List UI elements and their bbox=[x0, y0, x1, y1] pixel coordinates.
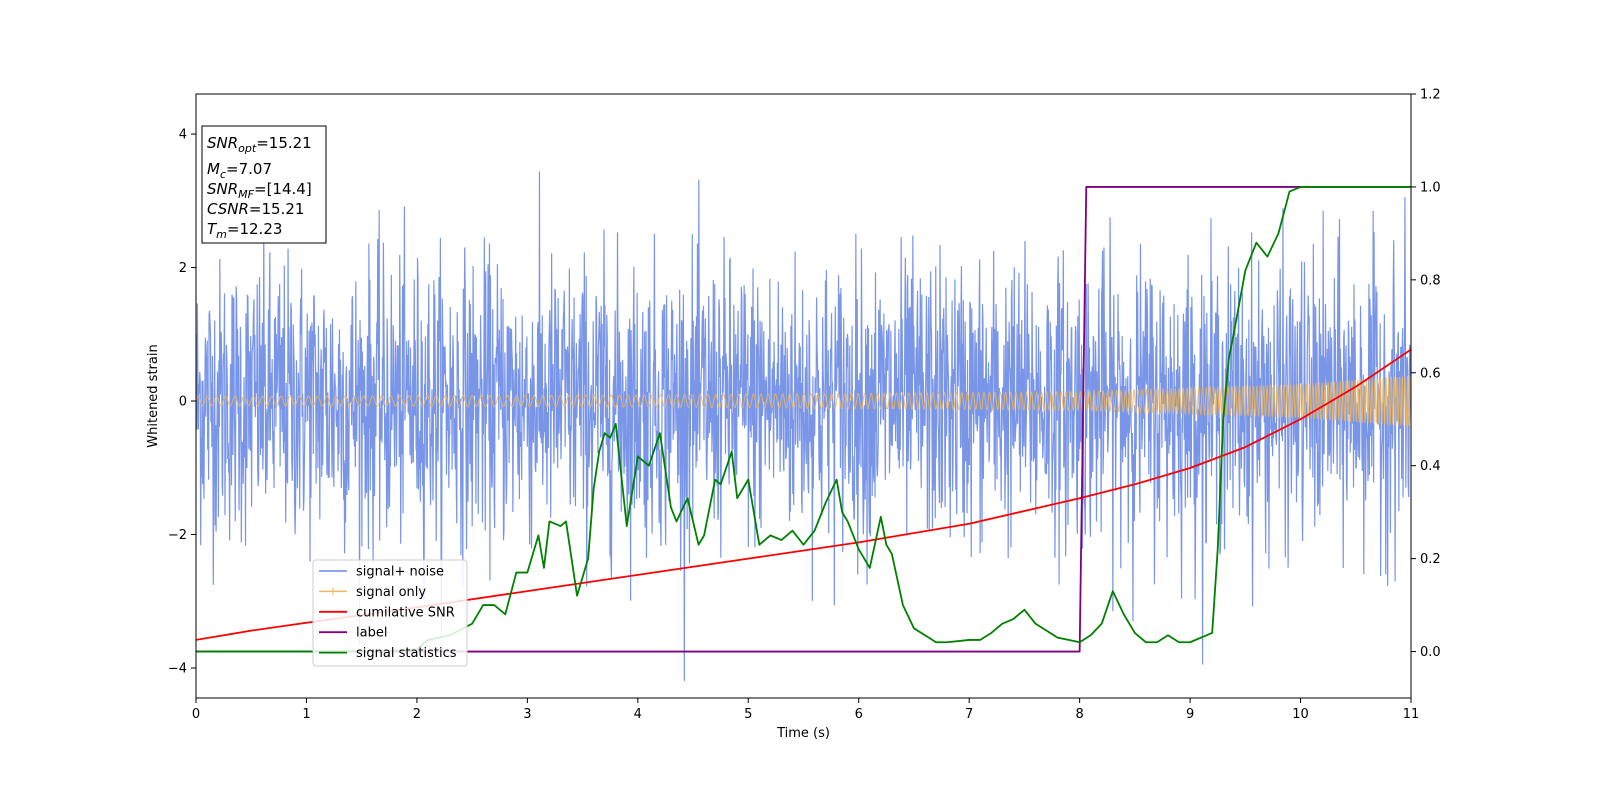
legend-entry: signal+ noise bbox=[356, 565, 444, 580]
x-tick-label: 7 bbox=[965, 707, 973, 722]
y-left-tick-label: 4 bbox=[179, 128, 187, 143]
series-signal-only bbox=[196, 375, 1411, 427]
y-left-tick-label: −2 bbox=[168, 528, 187, 543]
info-tm: Tm=12.23 bbox=[207, 220, 282, 241]
x-tick-label: 0 bbox=[192, 707, 200, 722]
info-box: SNRopt=15.21 Mc=7.07 SNRMF=[14.4] CSNR=1… bbox=[201, 125, 327, 244]
x-tick-label: 3 bbox=[523, 707, 531, 722]
y-axis-label-left: Whitened strain bbox=[146, 344, 161, 447]
series-signal-statistics bbox=[196, 186, 1411, 653]
series-signal-noise-line bbox=[196, 171, 1411, 682]
y-right-tick-label: 0.8 bbox=[1420, 273, 1441, 288]
legend-entry: label bbox=[356, 626, 387, 641]
y-right-tick-label: 0.2 bbox=[1420, 552, 1441, 567]
x-tick-label: 10 bbox=[1292, 707, 1309, 722]
y-left-tick-label: 0 bbox=[179, 395, 187, 410]
series-signal-noise bbox=[196, 171, 1411, 682]
legend: signal+ noise signal only cumilative SNR la… bbox=[312, 559, 468, 667]
y-left-tick-label: −4 bbox=[168, 661, 187, 676]
y-right-tick-label: 0.6 bbox=[1420, 366, 1441, 381]
series-signal-statistics-line bbox=[196, 186, 1411, 653]
legend-entry: signal only bbox=[356, 585, 426, 600]
x-tick-label: 8 bbox=[1075, 707, 1083, 722]
legend-entry: cumilative SNR bbox=[356, 605, 455, 620]
x-tick-label: 9 bbox=[1186, 707, 1194, 722]
plot-frame bbox=[195, 93, 1412, 699]
info-mc: Mc=7.07 bbox=[207, 160, 272, 181]
info-snr-opt: SNRopt=15.21 bbox=[207, 134, 312, 155]
info-snr-mf: SNRMF=[14.4] bbox=[207, 180, 312, 201]
x-tick-label: 1 bbox=[302, 707, 310, 722]
info-csnr: CSNR=15.21 bbox=[207, 200, 304, 218]
y-left-tick-label: 2 bbox=[179, 261, 187, 276]
x-tick-label: 5 bbox=[744, 707, 752, 722]
x-tick-label: 4 bbox=[634, 707, 642, 722]
y-right-tick-label: 1.0 bbox=[1420, 180, 1441, 195]
y-right-tick-label: 0.4 bbox=[1420, 459, 1441, 474]
y-right-tick-label: 1.2 bbox=[1420, 88, 1441, 103]
series-label-line bbox=[196, 186, 1411, 653]
x-tick-label: 11 bbox=[1403, 707, 1420, 722]
axes: 0 1 2 3 4 5 6 7 8 9 10 11 4 2 0 −2 −4 1.2 1.0 0.8 0.6 0.4 0.2 0… bbox=[168, 88, 1441, 723]
y-right-tick-label: 0.0 bbox=[1420, 645, 1441, 660]
x-axis-label: Time (s) bbox=[776, 726, 830, 741]
x-tick-label: 6 bbox=[855, 707, 863, 722]
series-label bbox=[196, 186, 1411, 653]
legend-entry: signal statistics bbox=[356, 646, 457, 661]
series-signal-only-line bbox=[196, 375, 1411, 427]
x-tick-label: 2 bbox=[413, 707, 421, 722]
